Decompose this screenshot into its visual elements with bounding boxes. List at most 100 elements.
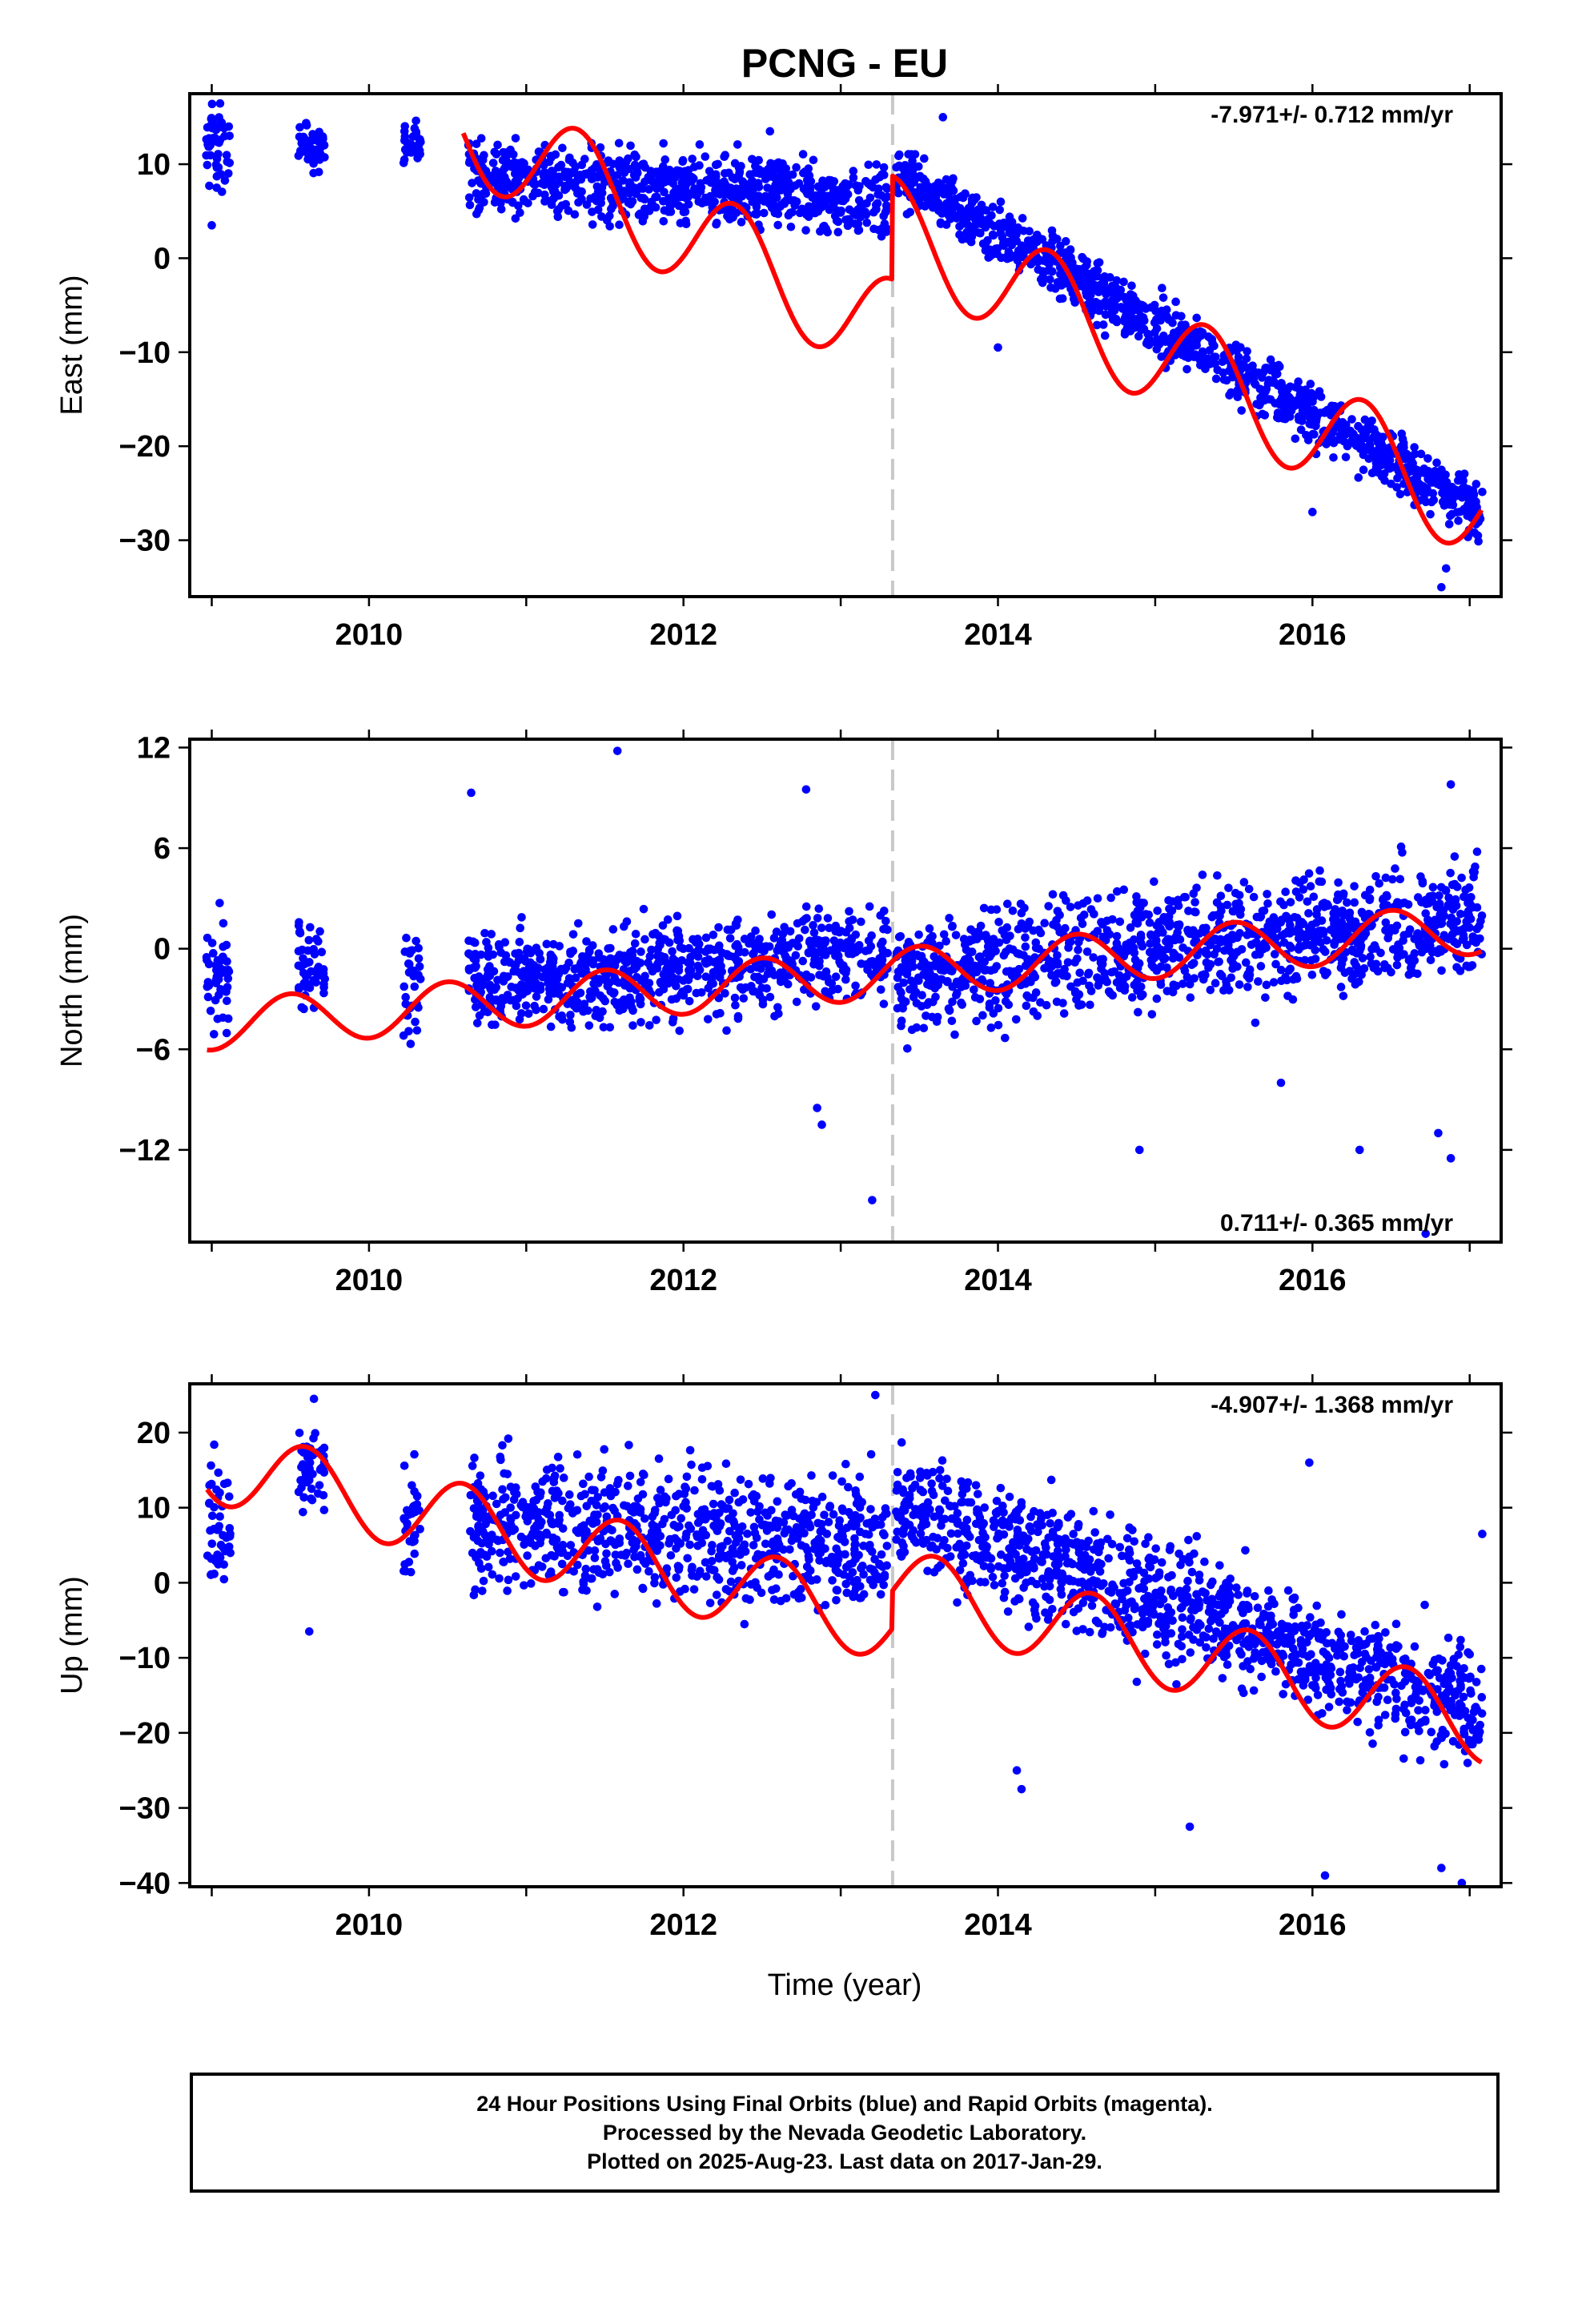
data-point <box>1093 973 1102 982</box>
data-point <box>481 1519 490 1529</box>
data-point <box>570 965 580 974</box>
data-point <box>758 999 768 1009</box>
data-point <box>1061 248 1070 257</box>
data-point <box>682 179 691 188</box>
data-point <box>1355 977 1363 987</box>
data-point <box>666 1550 676 1560</box>
data-point <box>628 947 637 955</box>
data-point <box>736 1475 745 1484</box>
data-point <box>801 902 811 911</box>
data-point <box>506 1482 516 1492</box>
data-point <box>1114 943 1123 952</box>
data-point <box>1059 1009 1069 1018</box>
data-point <box>495 173 504 182</box>
data-point <box>521 1001 531 1010</box>
data-point <box>1323 901 1333 911</box>
data-point <box>638 216 648 226</box>
data-point <box>774 158 783 167</box>
data-point <box>819 936 829 946</box>
data-point <box>626 141 635 151</box>
data-point <box>210 1440 219 1449</box>
data-point <box>509 967 519 976</box>
data-point <box>479 189 488 199</box>
data-point <box>1004 1000 1014 1009</box>
data-point <box>647 171 656 180</box>
data-point <box>1307 931 1315 941</box>
data-point <box>616 951 626 960</box>
data-point <box>876 1590 885 1599</box>
data-point <box>1433 948 1443 958</box>
data-point <box>1350 898 1359 907</box>
data-point <box>733 140 742 149</box>
data-point <box>412 936 420 946</box>
data-point <box>688 155 697 163</box>
data-point <box>991 947 1000 955</box>
data-point <box>505 958 515 967</box>
y-axis-label: East (mm) <box>55 275 89 415</box>
rate-annotation: 0.711+/- 0.365 mm/yr <box>1220 1210 1453 1236</box>
data-point <box>939 930 949 939</box>
data-point <box>681 167 689 176</box>
data-point <box>222 940 231 950</box>
data-point <box>676 943 685 952</box>
data-point <box>998 233 1007 242</box>
data-point <box>1327 404 1335 413</box>
data-point <box>1448 489 1458 499</box>
data-point <box>1267 927 1277 936</box>
data-point <box>1074 945 1082 955</box>
data-point <box>546 1022 556 1031</box>
data-point <box>1456 490 1466 500</box>
data-point <box>1378 432 1387 442</box>
data-point <box>539 1004 548 1014</box>
data-point <box>897 1016 906 1026</box>
data-point <box>582 937 591 946</box>
data-point <box>829 1510 838 1519</box>
data-point <box>224 1492 234 1502</box>
data-point <box>509 1495 519 1504</box>
data-point <box>1461 892 1470 902</box>
data-point <box>1227 955 1235 965</box>
data-point <box>1369 963 1379 973</box>
data-point <box>1392 921 1402 931</box>
data-point <box>1294 377 1303 386</box>
data-point <box>903 965 913 975</box>
data-point <box>825 203 833 213</box>
data-point <box>825 923 833 933</box>
data-point <box>837 196 846 206</box>
data-point <box>1137 325 1146 335</box>
data-point <box>877 170 886 179</box>
data-point <box>843 938 852 947</box>
data-point <box>857 917 865 927</box>
data-point <box>772 202 781 211</box>
data-point <box>1053 907 1062 915</box>
data-point <box>295 918 303 927</box>
data-point <box>516 1009 526 1018</box>
data-point <box>845 923 854 933</box>
data-point <box>779 1518 789 1527</box>
data-point <box>561 199 571 209</box>
data-point <box>301 143 311 152</box>
data-point <box>731 941 740 951</box>
data-point <box>778 164 788 174</box>
data-point <box>972 967 982 977</box>
data-point <box>1334 890 1343 899</box>
data-point <box>659 162 668 171</box>
data-point <box>207 1539 217 1548</box>
data-point <box>204 981 214 990</box>
data-point <box>223 996 231 1006</box>
data-point <box>970 927 979 937</box>
data-point <box>222 151 231 159</box>
data-point <box>805 182 815 191</box>
data-point <box>849 1589 859 1598</box>
data-point <box>506 1503 516 1512</box>
data-point <box>208 949 218 958</box>
data-point <box>1182 364 1191 374</box>
data-point <box>1144 910 1154 919</box>
data-point <box>1264 376 1274 384</box>
data-point <box>1350 958 1359 967</box>
data-point <box>765 127 775 136</box>
data-point <box>1190 341 1199 350</box>
data-point <box>498 1441 507 1450</box>
data-point <box>1360 415 1370 424</box>
